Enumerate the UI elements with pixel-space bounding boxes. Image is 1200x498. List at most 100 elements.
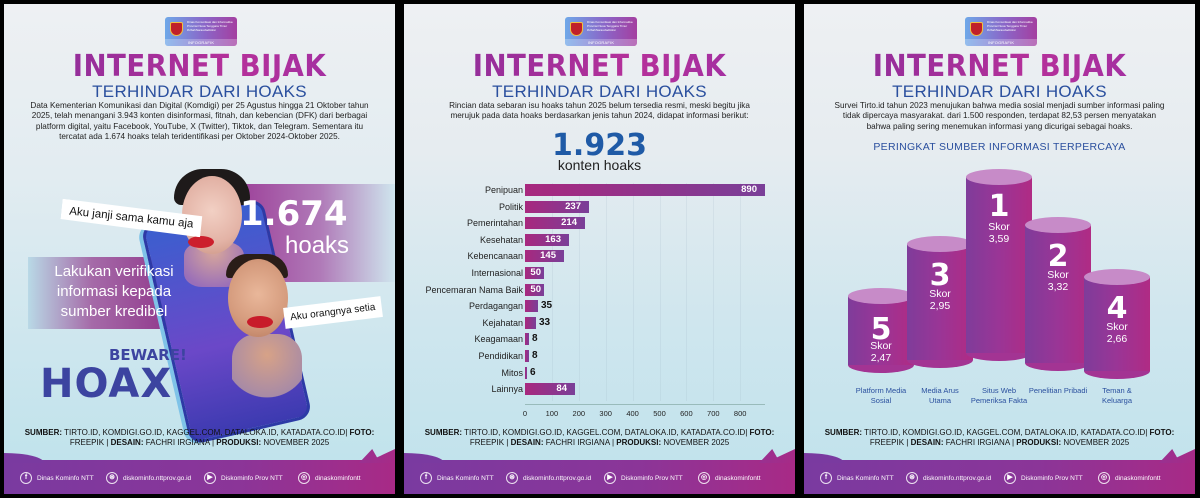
- social-link-text: diskominfo.nttprov.go.id: [523, 474, 592, 482]
- bar: 50: [525, 283, 544, 296]
- social-link[interactable]: ▶ Diskominfo Prov NTT: [1004, 472, 1083, 484]
- desain-label: DESAIN:: [510, 438, 544, 447]
- bar-row: Pencemaran Nama Baik 50: [404, 283, 795, 297]
- social-link[interactable]: ◎ dinaskominfontt: [298, 472, 361, 484]
- bar-value: 163: [545, 233, 561, 245]
- social-link[interactable]: ⊛ diskominfo.nttprov.go.id: [506, 472, 591, 484]
- sumber-value: TIRTO.ID, KOMDIGI.GO.ID, KAGGEL.COM, DAT…: [862, 428, 1150, 437]
- cylinder-body: [848, 296, 914, 365]
- foto-label: FOTO:: [749, 428, 775, 437]
- rank-number: 4: [1106, 291, 1128, 326]
- bar-row: Kebencanaan 145: [404, 249, 795, 263]
- bar-row: Penipuan 890: [404, 183, 795, 197]
- bar: [525, 333, 529, 346]
- score-label: Skor: [929, 288, 951, 300]
- ranking-source-label: Penelitian Pribadi: [1028, 386, 1088, 395]
- ranking-cylinder: 1 Skor 3,59: [966, 169, 1032, 361]
- page-subtitle: TERHINDAR DARI HOAKS: [892, 82, 1107, 101]
- badge-text: Dinas Komunikasi dan Informatika Provins…: [587, 20, 633, 32]
- bar-row: Lainnya 84: [404, 382, 795, 396]
- ranking-cylinder: 5 Skor 2,47: [848, 288, 914, 373]
- social-link-text: Diskominfo Prov NTT: [221, 474, 283, 482]
- score-value: 3,32: [1047, 281, 1069, 293]
- x-tick-label: 400: [626, 409, 639, 418]
- rank-score: Skor 2,95: [907, 288, 973, 312]
- instagram-icon: ◎: [298, 472, 310, 484]
- x-tick-label: 800: [733, 409, 747, 418]
- verify-message: Lakukan verifikasi informasi kepada sumb…: [54, 263, 174, 320]
- youtube-icon: ▶: [1004, 472, 1016, 484]
- bar-category-label: Perdagangan: [468, 301, 523, 312]
- social-link[interactable]: ▶ Diskominfo Prov NTT: [204, 472, 283, 484]
- bar-value: 84: [556, 383, 567, 395]
- cylinder-body: [966, 177, 1032, 353]
- social-link[interactable]: f Dinas Kominfo NTT: [820, 472, 894, 484]
- woman-lips: [247, 316, 273, 328]
- page-title: INTERNET BIJAK: [420, 49, 780, 84]
- bar: 84: [525, 383, 575, 396]
- bar: 890: [525, 184, 765, 196]
- bar-value: 214: [561, 217, 577, 229]
- sumber-label: SUMBER:: [824, 428, 863, 437]
- web-icon: ⊛: [906, 472, 918, 484]
- social-link[interactable]: ▶ Diskominfo Prov NTT: [604, 472, 683, 484]
- foto-label: FOTO:: [1149, 428, 1175, 437]
- social-link[interactable]: ⊛ diskominfo.nttprov.go.id: [906, 472, 991, 484]
- ranking-source-label: Situs Web Pemeriksa Fakta: [970, 386, 1028, 405]
- social-link[interactable]: ◎ dinaskominfontt: [698, 472, 761, 484]
- bar: [525, 316, 536, 329]
- x-tick-label: 100: [545, 409, 559, 418]
- social-link-text: Diskominfo Prov NTT: [1021, 474, 1083, 482]
- desain-label: DESAIN:: [110, 438, 144, 447]
- social-link-text: dinaskominfontt: [1115, 474, 1161, 482]
- cylinder-top: [907, 236, 973, 252]
- rank-number: 1: [988, 189, 1010, 224]
- bar-row: Perdagangan 35: [404, 299, 795, 313]
- ranking-source-label: Media Arus Utama: [921, 386, 959, 405]
- social-link[interactable]: ⊛ diskominfo.nttprov.go.id: [106, 472, 191, 484]
- x-tick-label: 700: [707, 409, 720, 418]
- bar-category-label: Pencemaran Nama Baik: [425, 284, 523, 295]
- score-label: Skor: [988, 221, 1010, 233]
- intro-text: Survei Tirto.id tahun 2023 menujukan bah…: [834, 101, 1165, 131]
- rank-score: Skor 3,32: [1025, 269, 1091, 293]
- bar-value: 50: [530, 267, 541, 278]
- social-link[interactable]: f Dinas Kominfo NTT: [420, 472, 494, 484]
- desain-label: DESAIN:: [910, 438, 944, 447]
- bar-category-label: Lainnya: [491, 384, 523, 395]
- page-subtitle: TERHINDAR DARI HOAKS: [492, 82, 707, 101]
- badge-text: Dinas Komunikasi dan Informatika Provins…: [187, 20, 233, 32]
- foto-value: FREEPIK |: [69, 438, 111, 447]
- score-label: Skor: [1106, 321, 1128, 333]
- social-link-text: diskominfo.nttprov.go.id: [923, 474, 992, 482]
- produksi-value: NOVEMBER 2025: [661, 438, 730, 447]
- sumber-label: SUMBER:: [24, 428, 63, 437]
- sumber-value: TIRTO.ID, KOMDIGI.GO.ID, KAGGEL.COM, DAT…: [62, 428, 350, 437]
- web-icon: ⊛: [506, 472, 518, 484]
- facebook-icon: f: [420, 472, 432, 484]
- produksi-label: PRODUKSI:: [616, 438, 662, 447]
- social-link[interactable]: ◎ dinaskominfontt: [1098, 472, 1161, 484]
- facebook-icon: f: [820, 472, 832, 484]
- woman-shoulders: [232, 334, 302, 404]
- desain-value: FACHRI IRGIANA |: [543, 438, 617, 447]
- hoax-type-bar-chart: 0 100 200 300 400 500 600 700 800 Penipuan 890 Poli…: [404, 183, 795, 423]
- ranking-cylinder: 2 Skor 3,32: [1025, 217, 1091, 371]
- gridline: [632, 183, 634, 401]
- bar-category-label: Penipuan: [484, 185, 523, 195]
- total-hoax-unit: konten hoaks: [557, 157, 642, 173]
- intro-text: Rincian data sebaran isu hoaks tahun 202…: [449, 101, 750, 121]
- bar: [525, 350, 529, 362]
- social-link[interactable]: f Dinas Kominfo NTT: [20, 472, 94, 484]
- youtube-icon: ▶: [604, 472, 616, 484]
- bar-category-label: Kesehatan: [479, 234, 523, 245]
- gridline: [740, 183, 742, 401]
- footer-bar: [804, 460, 1195, 494]
- footer-curve: [804, 453, 844, 463]
- desain-value: FACHRI IRGIANA |: [943, 438, 1017, 447]
- ntt-emblem-icon: [170, 22, 183, 36]
- rank-score: Skor 2,66: [1084, 321, 1150, 345]
- cylinder-body: [1025, 225, 1091, 363]
- bar-row: Mitos 6: [404, 366, 795, 380]
- bar-value: 33: [539, 316, 551, 328]
